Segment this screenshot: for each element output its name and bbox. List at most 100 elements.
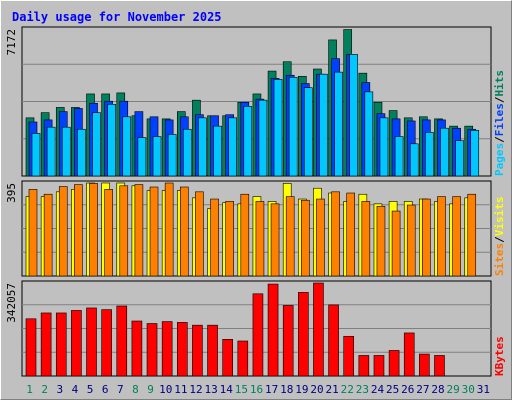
bar-kbytes-day-7 <box>116 305 128 377</box>
legend-entry: Files <box>493 103 506 136</box>
day-label: 29 <box>447 383 460 396</box>
bar-sites-day-26 <box>406 204 416 277</box>
legend-entry: Visits <box>493 197 506 237</box>
bar-sites-day-2 <box>43 193 53 277</box>
bar-pages-day-26 <box>409 143 419 177</box>
day-label: 6 <box>102 383 109 396</box>
bar-kbytes-day-13 <box>207 324 218 377</box>
bar-pages-day-13 <box>213 125 222 177</box>
bar-sites-day-25 <box>391 210 401 277</box>
bar-kbytes-day-15 <box>237 340 249 377</box>
legend-entry: Hits <box>493 70 506 97</box>
bar-sites-day-11 <box>179 186 189 277</box>
bar-pages-day-17 <box>273 79 283 177</box>
day-label: 21 <box>326 383 339 396</box>
bar-pages-day-7 <box>122 116 132 177</box>
bar-sites-day-20 <box>316 198 325 277</box>
bar-pages-day-9 <box>152 136 162 177</box>
bar-sites-day-18 <box>285 196 295 277</box>
legend-label: Sites/Visits <box>493 197 506 277</box>
bar-pages-day-28 <box>440 127 449 177</box>
bar-sites-day-13 <box>210 198 219 277</box>
day-label: 2 <box>41 383 48 396</box>
day-label: 16 <box>250 383 263 396</box>
bar-kbytes-day-6 <box>101 309 112 377</box>
bar-pages-day-10 <box>167 134 177 177</box>
bar-pages-day-2 <box>46 126 56 177</box>
bar-pages-day-4 <box>77 128 86 177</box>
day-label: 20 <box>310 383 323 396</box>
bar-sites-day-19 <box>301 199 310 277</box>
day-label: 1 <box>26 383 33 396</box>
day-label: 5 <box>87 383 94 396</box>
bar-pages-day-22 <box>349 54 359 177</box>
bar-pages-day-24 <box>379 117 389 177</box>
day-label: 11 <box>174 383 187 396</box>
bar-pages-day-6 <box>107 104 116 177</box>
day-label: 3 <box>57 383 64 396</box>
bar-kbytes-day-10 <box>161 321 173 377</box>
bar-pages-day-20 <box>319 73 328 177</box>
day-label: 19 <box>295 383 308 396</box>
bar-sites-day-23 <box>361 201 371 277</box>
bar-pages-day-27 <box>425 132 434 177</box>
bar-kbytes-day-2 <box>40 312 52 377</box>
day-label: 25 <box>386 383 399 396</box>
bar-kbytes-day-11 <box>176 322 188 377</box>
legend-label: Pages/Files/Hits <box>493 70 506 176</box>
legend-entry: / <box>493 96 506 103</box>
legend-label: KBytes <box>493 336 506 376</box>
bar-kbytes-day-23 <box>358 355 370 377</box>
day-label: 24 <box>371 383 385 396</box>
bar-sites-day-22 <box>346 192 356 277</box>
bar-sites-day-5 <box>89 183 98 277</box>
bar-pages-day-15 <box>243 106 253 177</box>
day-label: 28 <box>431 383 444 396</box>
bar-pages-day-18 <box>288 77 298 177</box>
bar-kbytes-day-21 <box>328 304 339 377</box>
bar-pages-day-8 <box>137 137 147 177</box>
bar-kbytes-day-22 <box>343 335 355 377</box>
bar-kbytes-day-17 <box>267 283 279 377</box>
bar-kbytes-day-9 <box>146 323 158 377</box>
bar-kbytes-day-16 <box>252 293 264 377</box>
bar-sites-day-4 <box>74 184 83 277</box>
day-label: 14 <box>220 383 234 396</box>
bar-pages-day-25 <box>394 136 404 177</box>
day-label: 26 <box>401 383 414 396</box>
bar-kbytes-day-28 <box>434 355 445 377</box>
day-label: 7 <box>117 383 124 396</box>
chart-title: Daily usage for November 2025 <box>12 10 222 24</box>
legend-entry: KBytes <box>493 336 506 376</box>
bar-sites-day-29 <box>452 196 461 277</box>
bar-kbytes-day-5 <box>86 307 97 377</box>
bar-pages-day-30 <box>470 129 480 177</box>
bar-pages-day-29 <box>455 140 464 177</box>
day-label: 8 <box>132 383 139 396</box>
bar-kbytes-day-27 <box>419 353 430 377</box>
bar-kbytes-day-18 <box>282 305 294 377</box>
day-label: 23 <box>356 383 369 396</box>
bar-sites-day-10 <box>164 182 174 277</box>
day-label: 4 <box>72 383 79 396</box>
day-label: 15 <box>235 383 248 396</box>
panel-visits-sites: 395 Sites/Visits <box>5 180 506 277</box>
bar-pages-day-11 <box>182 128 192 177</box>
day-label: 31 <box>477 383 490 396</box>
bar-sites-day-28 <box>437 196 446 277</box>
day-label: 22 <box>341 383 354 396</box>
bar-sites-day-8 <box>134 184 144 277</box>
bar-sites-day-12 <box>195 191 204 277</box>
bar-kbytes-day-20 <box>313 282 324 377</box>
bar-pages-day-19 <box>304 87 313 177</box>
bar-pages-day-23 <box>364 91 374 177</box>
bar-sites-day-14 <box>225 201 234 277</box>
bar-kbytes-day-26 <box>403 332 415 377</box>
bar-sites-day-30 <box>467 193 477 277</box>
panel-kbytes: 342057 KBytes <box>5 280 506 377</box>
bar-kbytes-day-19 <box>298 292 309 377</box>
bar-kbytes-day-1 <box>25 318 37 377</box>
bar-sites-day-17 <box>270 203 280 277</box>
